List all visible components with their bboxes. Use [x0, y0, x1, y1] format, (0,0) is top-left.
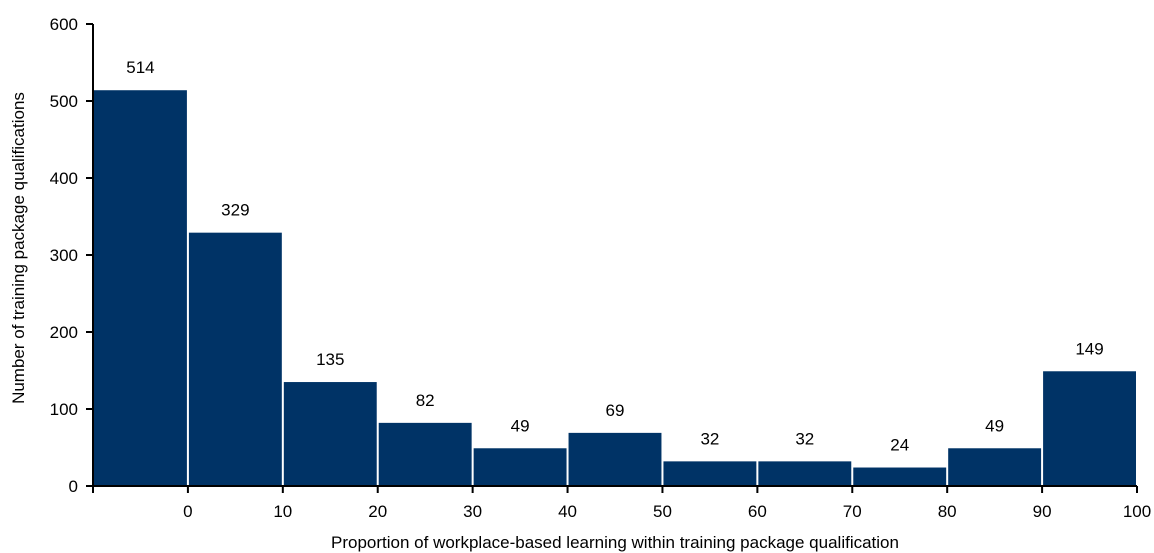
bar-40-50	[568, 432, 662, 486]
bar-50-60	[663, 461, 757, 486]
bar-70-80	[853, 467, 947, 486]
y-tick-label: 500	[50, 92, 78, 111]
y-tick-label: 0	[69, 477, 78, 496]
x-tick-label: 70	[843, 502, 862, 521]
data-label: 514	[126, 58, 154, 77]
bar-20-30	[378, 422, 472, 486]
x-tick-label: 10	[273, 502, 292, 521]
x-tick-label: 100	[1123, 502, 1151, 521]
data-label: 149	[1075, 339, 1103, 358]
bar-0-10	[188, 232, 282, 486]
x-tick-label: 80	[938, 502, 957, 521]
x-axis-title: Proportion of workplace-based learning w…	[331, 533, 899, 552]
data-label: 135	[316, 350, 344, 369]
bar-90-100	[1043, 371, 1136, 486]
x-tick-label: 90	[1033, 502, 1052, 521]
y-axis-ticks: 0 100 200 300 400 500 600	[50, 15, 93, 496]
x-axis-ticks: 0 10 20 30 40 50 60 70 80 90 100	[92, 486, 1151, 521]
y-tick-label: 400	[50, 169, 78, 188]
bar-30-40	[473, 448, 567, 486]
data-label: 82	[416, 391, 435, 410]
y-tick-label: 300	[50, 246, 78, 265]
data-label: 24	[890, 436, 909, 455]
data-label: 49	[985, 416, 1004, 435]
y-tick-label: 100	[50, 400, 78, 419]
y-tick-label: 600	[50, 15, 78, 34]
x-tick-label: 30	[463, 502, 482, 521]
bar-80-90	[948, 448, 1042, 486]
x-tick-label: 0	[183, 502, 192, 521]
x-tick-label: 40	[558, 502, 577, 521]
data-label: 49	[511, 416, 530, 435]
y-tick-label: 200	[50, 323, 78, 342]
data-label: 69	[606, 401, 625, 420]
data-label: 329	[221, 201, 249, 220]
x-tick-label: 20	[368, 502, 387, 521]
data-labels-group: 514 329 135 82 49 69 32 32 24 49 149	[126, 58, 1103, 454]
data-label: 32	[700, 429, 719, 448]
x-tick-label: 60	[748, 502, 767, 521]
bar-60-70	[758, 461, 852, 486]
bar-10-20	[283, 382, 377, 486]
bar-<0	[94, 90, 187, 486]
bars-group	[94, 90, 1136, 486]
data-label: 32	[795, 429, 814, 448]
x-tick-label: 50	[653, 502, 672, 521]
y-axis-title: Number of training package qualification…	[9, 92, 28, 404]
